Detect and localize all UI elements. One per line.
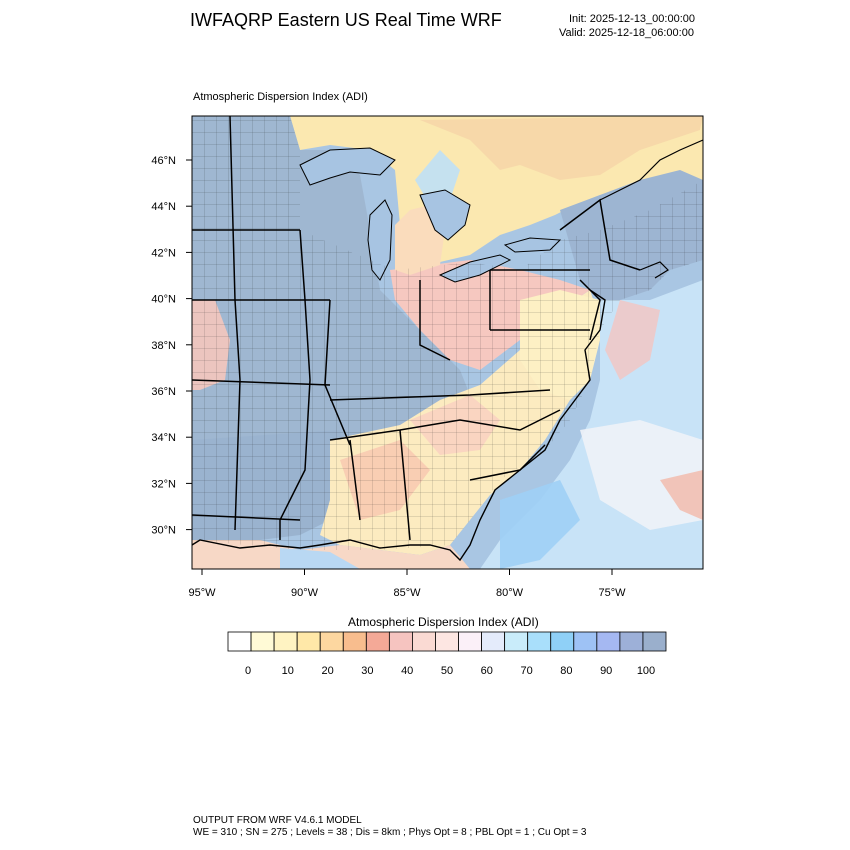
colorbar-tick-label: 20 [321, 665, 333, 677]
colorbar-swatch [619, 631, 644, 652]
footer-config-label: WE = 310 ; SN = 275 ; Levels = 38 ; Dis … [193, 827, 587, 838]
colorbar-tick-label: 0 [245, 665, 251, 677]
colorbar-title: Atmospheric Dispersion Index (ADI) [348, 615, 539, 629]
chart-title: IWFAQRP Eastern US Real Time WRF [190, 10, 502, 30]
colorbar-swatch [527, 631, 552, 652]
lat-tick-label: 36°N [151, 386, 176, 398]
lat-tick-label: 40°N [151, 294, 176, 306]
valid-time-label: Valid: 2025-12-18_06:00:00 [559, 27, 694, 39]
lat-tick-label: 34°N [151, 432, 176, 444]
colorbar-swatch [227, 631, 252, 652]
canada-cool-patch [415, 150, 460, 205]
colorbar-swatch [296, 631, 321, 652]
lat-tick-label: 44°N [151, 201, 176, 213]
colorbar-swatch [504, 631, 529, 652]
lon-tick-label: 80°W [496, 587, 524, 599]
colorbar-tick-label: 10 [282, 665, 294, 677]
footer-model-label: OUTPUT FROM WRF V4.6.1 MODEL [193, 815, 362, 826]
colorbar-tick-label: 90 [600, 665, 612, 677]
lat-tick-label: 30°N [151, 525, 176, 537]
colorbar-swatch [481, 631, 506, 652]
colorbar-tick-label: 30 [361, 665, 373, 677]
colorbar-swatch [596, 631, 621, 652]
lake-huron [419, 189, 471, 241]
colorbar-swatch [642, 631, 667, 652]
longitude-axis: 95°W 90°W 85°W 80°W 75°W [188, 569, 626, 599]
colorbar-swatch [342, 631, 367, 652]
atlantic-cool-patch [500, 480, 580, 569]
map-frame [191, 115, 704, 570]
coastline [192, 289, 606, 562]
colorbar-swatch [319, 631, 344, 652]
colorbar-swatch [273, 631, 298, 652]
lon-tick-label: 75°W [598, 587, 626, 599]
colorbar-swatch [412, 631, 436, 652]
colorbar-swatch [250, 631, 275, 652]
colorbar-tick-label: 80 [560, 665, 572, 677]
state-boundaries [192, 116, 641, 541]
colorbar-swatch [388, 631, 413, 652]
canada-border [599, 139, 703, 201]
latitude-axis: 46°N 44°N 42°N 40°N 38°N 36°N 34°N 32°N 30°N [151, 155, 192, 537]
init-time-label: Init: 2025-12-13_00:00:00 [569, 13, 695, 25]
cape-cod-outline [639, 261, 669, 279]
lon-tick-label: 95°W [188, 587, 216, 599]
colorbar-swatch [458, 631, 482, 652]
lat-tick-label: 46°N [151, 155, 176, 167]
colorbar-swatch [365, 631, 390, 652]
lon-tick-label: 90°W [291, 587, 319, 599]
colorbar-tick-label: 100 [637, 665, 655, 677]
lat-tick-label: 42°N [151, 247, 176, 259]
canada-warm-region [420, 116, 703, 180]
colorbar-swatch [435, 631, 459, 652]
colorbar [227, 631, 667, 652]
colorbar-swatch [550, 631, 575, 652]
lat-tick-label: 38°N [151, 340, 176, 352]
lake-superior [299, 147, 396, 186]
county-boundaries [192, 180, 703, 550]
county-boundaries-north [192, 116, 300, 230]
atlantic-warm-patch [660, 470, 703, 520]
map-subtitle: Atmospheric Dispersion Index (ADI) [193, 91, 368, 103]
colorbar-tick-label: 50 [441, 665, 453, 677]
atlantic-pale-region [580, 420, 703, 530]
colorbar-tick-label: 70 [520, 665, 532, 677]
colorbar-swatch [573, 631, 598, 652]
map-plot-area [192, 116, 703, 569]
colorbar-tick-label: 60 [481, 665, 493, 677]
atlantic-warm-band [605, 300, 660, 380]
colorbar-tick-labels: 0 10 20 30 40 50 60 70 80 90 100 [245, 665, 655, 677]
lat-tick-label: 32°N [151, 478, 176, 490]
gulf-water [280, 548, 360, 569]
colorbar-tick-label: 40 [401, 665, 413, 677]
lon-tick-label: 85°W [393, 587, 421, 599]
